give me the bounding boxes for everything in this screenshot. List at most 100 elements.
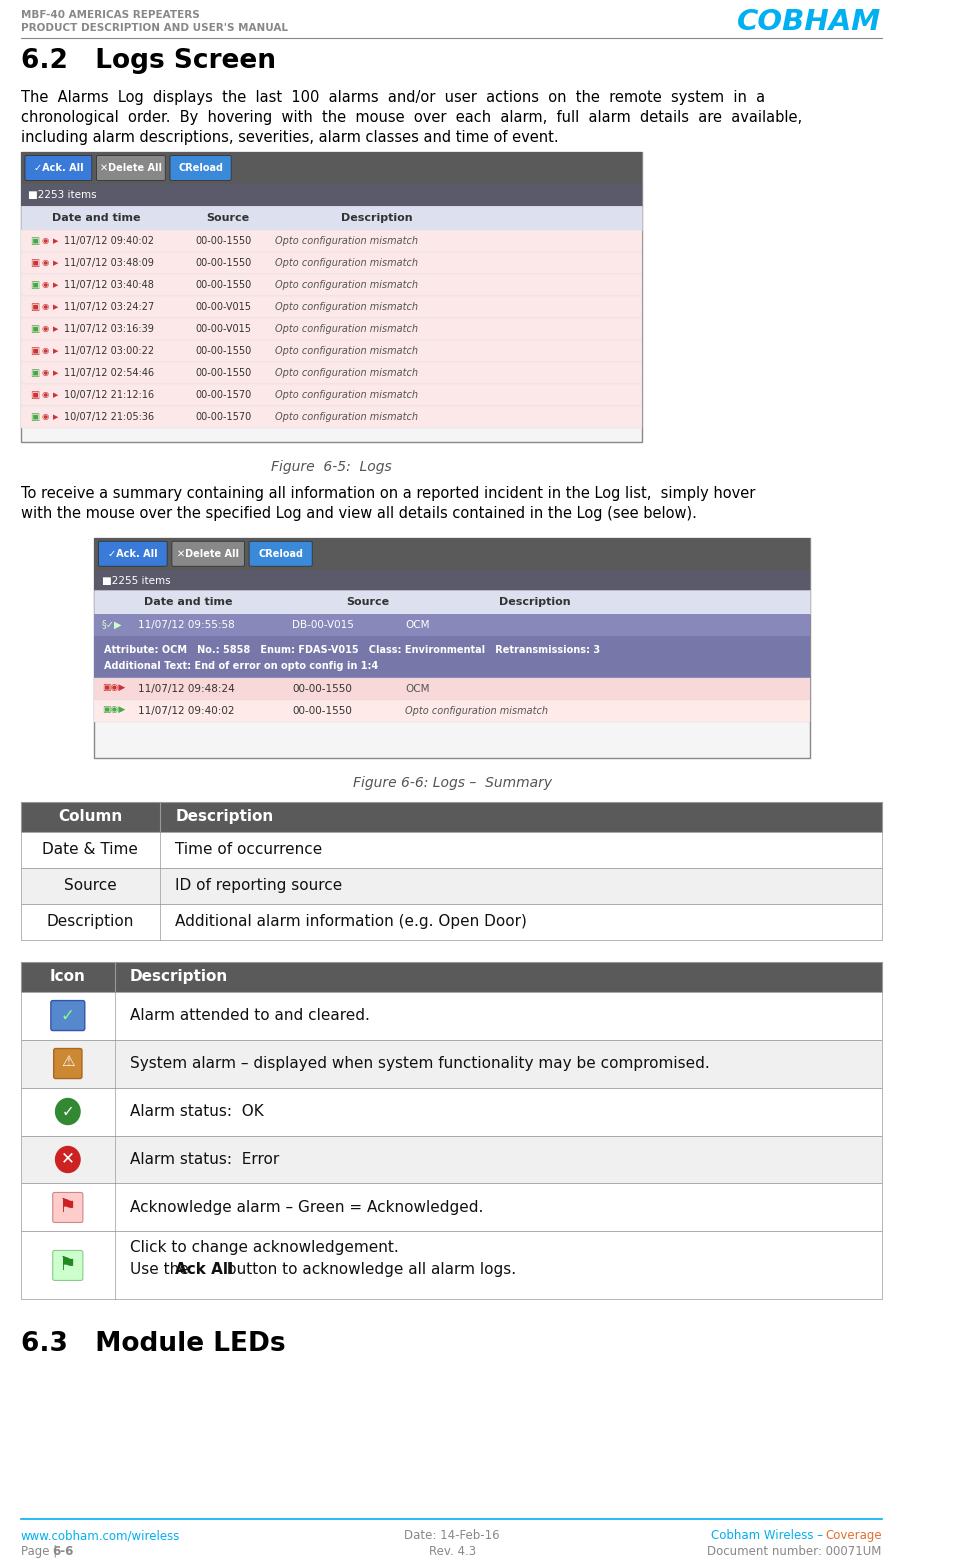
Bar <box>21 362 642 384</box>
Text: Ack All: Ack All <box>175 1262 234 1278</box>
Text: Figure  6-5:  Logs: Figure 6-5: Logs <box>271 459 392 473</box>
Text: Description: Description <box>341 212 413 223</box>
Text: ▶: ▶ <box>53 237 58 244</box>
FancyBboxPatch shape <box>53 1251 83 1281</box>
Bar <box>21 273 642 295</box>
Text: Description: Description <box>130 968 228 984</box>
Text: Document number: 00071UM: Document number: 00071UM <box>707 1545 881 1559</box>
Bar <box>21 867 881 903</box>
Text: with the mouse over the specified Log and view all details contained in the Log : with the mouse over the specified Log an… <box>21 506 696 520</box>
Bar <box>21 1184 881 1231</box>
Text: Page |: Page | <box>21 1545 60 1559</box>
Text: MBF-40 AMERICAS REPEATERS: MBF-40 AMERICAS REPEATERS <box>21 9 199 20</box>
Text: ✓Ack. All: ✓Ack. All <box>108 548 158 559</box>
Text: 00-00-V015: 00-00-V015 <box>195 323 251 334</box>
Text: OCM: OCM <box>405 684 429 694</box>
Text: Opto configuration mismatch: Opto configuration mismatch <box>275 367 418 378</box>
Text: Icon: Icon <box>50 968 86 984</box>
Text: Figure 6-6: Logs –  Summary: Figure 6-6: Logs – Summary <box>353 776 552 790</box>
Text: 11/07/12 03:16:39: 11/07/12 03:16:39 <box>64 323 154 334</box>
Text: 6-6: 6-6 <box>53 1545 74 1559</box>
Bar <box>21 384 642 406</box>
Bar <box>21 903 881 940</box>
Text: §✓▶: §✓▶ <box>102 620 123 629</box>
Text: 6.2   Logs Screen: 6.2 Logs Screen <box>21 48 276 73</box>
Circle shape <box>56 1147 80 1173</box>
Bar <box>94 537 810 758</box>
Text: Description: Description <box>175 809 273 825</box>
Text: Opto configuration mismatch: Opto configuration mismatch <box>275 323 418 334</box>
Text: 11/07/12 09:55:58: 11/07/12 09:55:58 <box>138 620 235 629</box>
Text: 00-00-1550: 00-00-1550 <box>195 280 251 291</box>
Text: ◉: ◉ <box>41 258 49 267</box>
Text: Opto configuration mismatch: Opto configuration mismatch <box>275 280 418 291</box>
Text: 11/07/12 03:24:27: 11/07/12 03:24:27 <box>64 301 154 312</box>
Text: Acknowledge alarm – Green = Acknowledged.: Acknowledge alarm – Green = Acknowledged… <box>130 1200 484 1215</box>
Text: Description: Description <box>47 914 134 929</box>
Bar <box>21 206 642 230</box>
Bar <box>94 678 810 700</box>
Bar <box>21 152 642 442</box>
Text: ✓Ack. All: ✓Ack. All <box>34 162 83 173</box>
Text: ◉: ◉ <box>41 390 49 400</box>
Text: ▶: ▶ <box>53 392 58 398</box>
Bar <box>21 251 642 273</box>
Bar <box>94 537 810 570</box>
Text: ◉: ◉ <box>41 303 49 311</box>
Text: Source: Source <box>64 878 117 893</box>
Text: 11/07/12 02:54:46: 11/07/12 02:54:46 <box>64 367 154 378</box>
Bar <box>21 406 642 428</box>
FancyBboxPatch shape <box>25 156 92 181</box>
Text: ✓: ✓ <box>61 1006 75 1025</box>
Text: Time of occurrence: Time of occurrence <box>175 842 323 858</box>
Text: Opto configuration mismatch: Opto configuration mismatch <box>275 301 418 312</box>
FancyBboxPatch shape <box>97 156 166 181</box>
Text: 10/07/12 21:12:16: 10/07/12 21:12:16 <box>64 390 154 400</box>
Text: 00-00-1550: 00-00-1550 <box>195 367 251 378</box>
Text: ▶: ▶ <box>53 348 58 355</box>
Text: Cobham Wireless –: Cobham Wireless – <box>711 1529 827 1542</box>
Bar <box>21 341 642 362</box>
Text: 00-00-1550: 00-00-1550 <box>195 236 251 245</box>
Bar <box>21 992 881 1040</box>
Bar <box>94 700 810 722</box>
Text: ⚑: ⚑ <box>59 1198 77 1217</box>
Text: ▣: ▣ <box>30 323 39 334</box>
Text: Opto configuration mismatch: Opto configuration mismatch <box>275 412 418 422</box>
Text: ▣: ▣ <box>30 412 39 422</box>
Text: ⚑: ⚑ <box>59 1256 77 1275</box>
Text: ▶: ▶ <box>53 414 58 420</box>
Text: Date: 14-Feb-16: Date: 14-Feb-16 <box>404 1529 500 1542</box>
FancyBboxPatch shape <box>171 542 244 567</box>
Text: Opto configuration mismatch: Opto configuration mismatch <box>275 390 418 400</box>
Bar <box>21 801 881 831</box>
Text: ▣: ▣ <box>30 258 39 269</box>
Text: ■2255 items: ■2255 items <box>102 576 171 586</box>
Text: 00-00-1550: 00-00-1550 <box>195 258 251 269</box>
Text: Date & Time: Date & Time <box>42 842 138 858</box>
Text: Alarm attended to and cleared.: Alarm attended to and cleared. <box>130 1007 370 1023</box>
Text: Description: Description <box>499 597 571 606</box>
Bar <box>21 230 642 251</box>
Bar <box>94 570 810 592</box>
Bar <box>21 317 642 341</box>
Text: ▶: ▶ <box>53 281 58 287</box>
Bar <box>21 184 642 206</box>
Text: ✓: ✓ <box>61 1104 74 1118</box>
Text: ■2253 items: ■2253 items <box>28 191 97 200</box>
Text: ▶: ▶ <box>53 259 58 266</box>
Text: ▣: ▣ <box>30 345 39 356</box>
Text: Attribute: OCM   No.: 5858   Enum: FDAS-V015   Class: Environmental   Retransmis: Attribute: OCM No.: 5858 Enum: FDAS-V015… <box>103 645 600 654</box>
Text: 11/07/12 03:40:48: 11/07/12 03:40:48 <box>64 280 154 291</box>
Text: ▣: ▣ <box>30 367 39 378</box>
Text: button to acknowledge all alarm logs.: button to acknowledge all alarm logs. <box>222 1262 516 1278</box>
FancyBboxPatch shape <box>51 1001 84 1031</box>
Text: ▣: ▣ <box>30 236 39 245</box>
FancyBboxPatch shape <box>249 542 312 567</box>
Text: Opto configuration mismatch: Opto configuration mismatch <box>275 345 418 356</box>
Text: ◉: ◉ <box>41 325 49 333</box>
Text: Opto configuration mismatch: Opto configuration mismatch <box>405 706 548 715</box>
Text: OCM: OCM <box>405 620 429 629</box>
Text: www.cobham.com/wireless: www.cobham.com/wireless <box>21 1529 180 1542</box>
Text: Alarm status:  OK: Alarm status: OK <box>130 1104 263 1118</box>
